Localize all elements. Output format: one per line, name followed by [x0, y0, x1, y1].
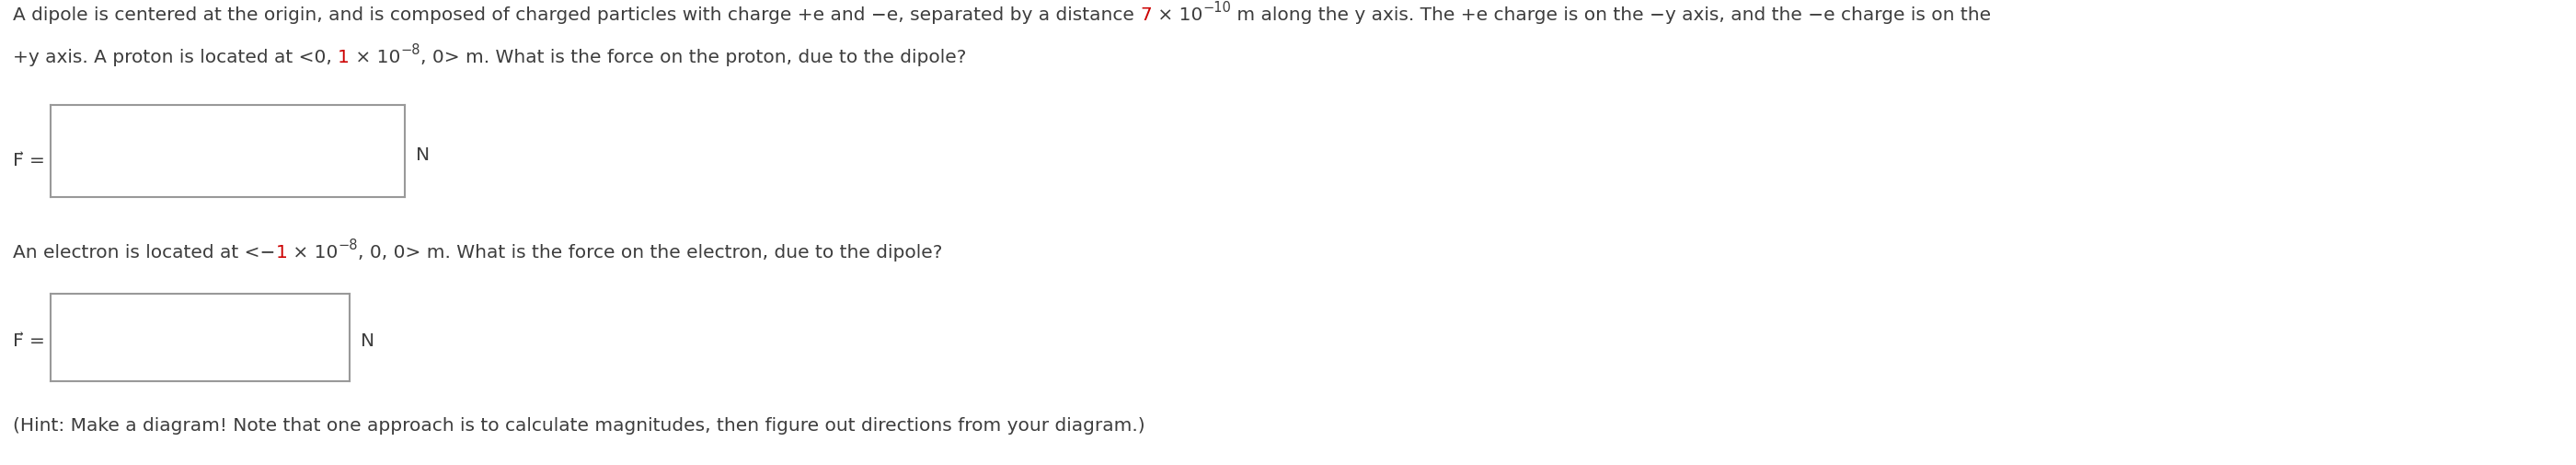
Text: N: N: [415, 146, 430, 163]
Text: An electron is located at <−: An electron is located at <−: [13, 244, 276, 261]
Text: −8: −8: [337, 238, 358, 252]
Text: 1: 1: [337, 49, 350, 66]
Text: −8: −8: [402, 43, 420, 57]
Text: , 0, 0> m. What is the force on the electron, due to the dipole?: , 0, 0> m. What is the force on the elec…: [358, 244, 943, 261]
Text: N: N: [361, 331, 374, 349]
Text: m along the y axis. The +e charge is on the −y axis, and the −e charge is on the: m along the y axis. The +e charge is on …: [1231, 7, 1991, 24]
Text: × 10: × 10: [350, 49, 402, 66]
Text: F⃗ =: F⃗ =: [13, 152, 44, 170]
Text: × 10: × 10: [1151, 7, 1203, 24]
Text: 1: 1: [276, 244, 289, 261]
Text: , 0> m. What is the force on the proton, due to the dipole?: , 0> m. What is the force on the proton,…: [420, 49, 966, 66]
Text: (Hint: Make a diagram! Note that one approach is to calculate magnitudes, then f: (Hint: Make a diagram! Note that one app…: [13, 416, 1146, 434]
Text: A dipole is centered at the origin, and is composed of charged particles with ch: A dipole is centered at the origin, and …: [13, 7, 1141, 24]
Text: F⃗ =: F⃗ =: [13, 331, 44, 349]
Text: × 10: × 10: [289, 244, 337, 261]
Text: −10: −10: [1203, 1, 1231, 15]
Text: 7: 7: [1141, 7, 1151, 24]
Text: +y axis. A proton is located at <0,: +y axis. A proton is located at <0,: [13, 49, 337, 66]
